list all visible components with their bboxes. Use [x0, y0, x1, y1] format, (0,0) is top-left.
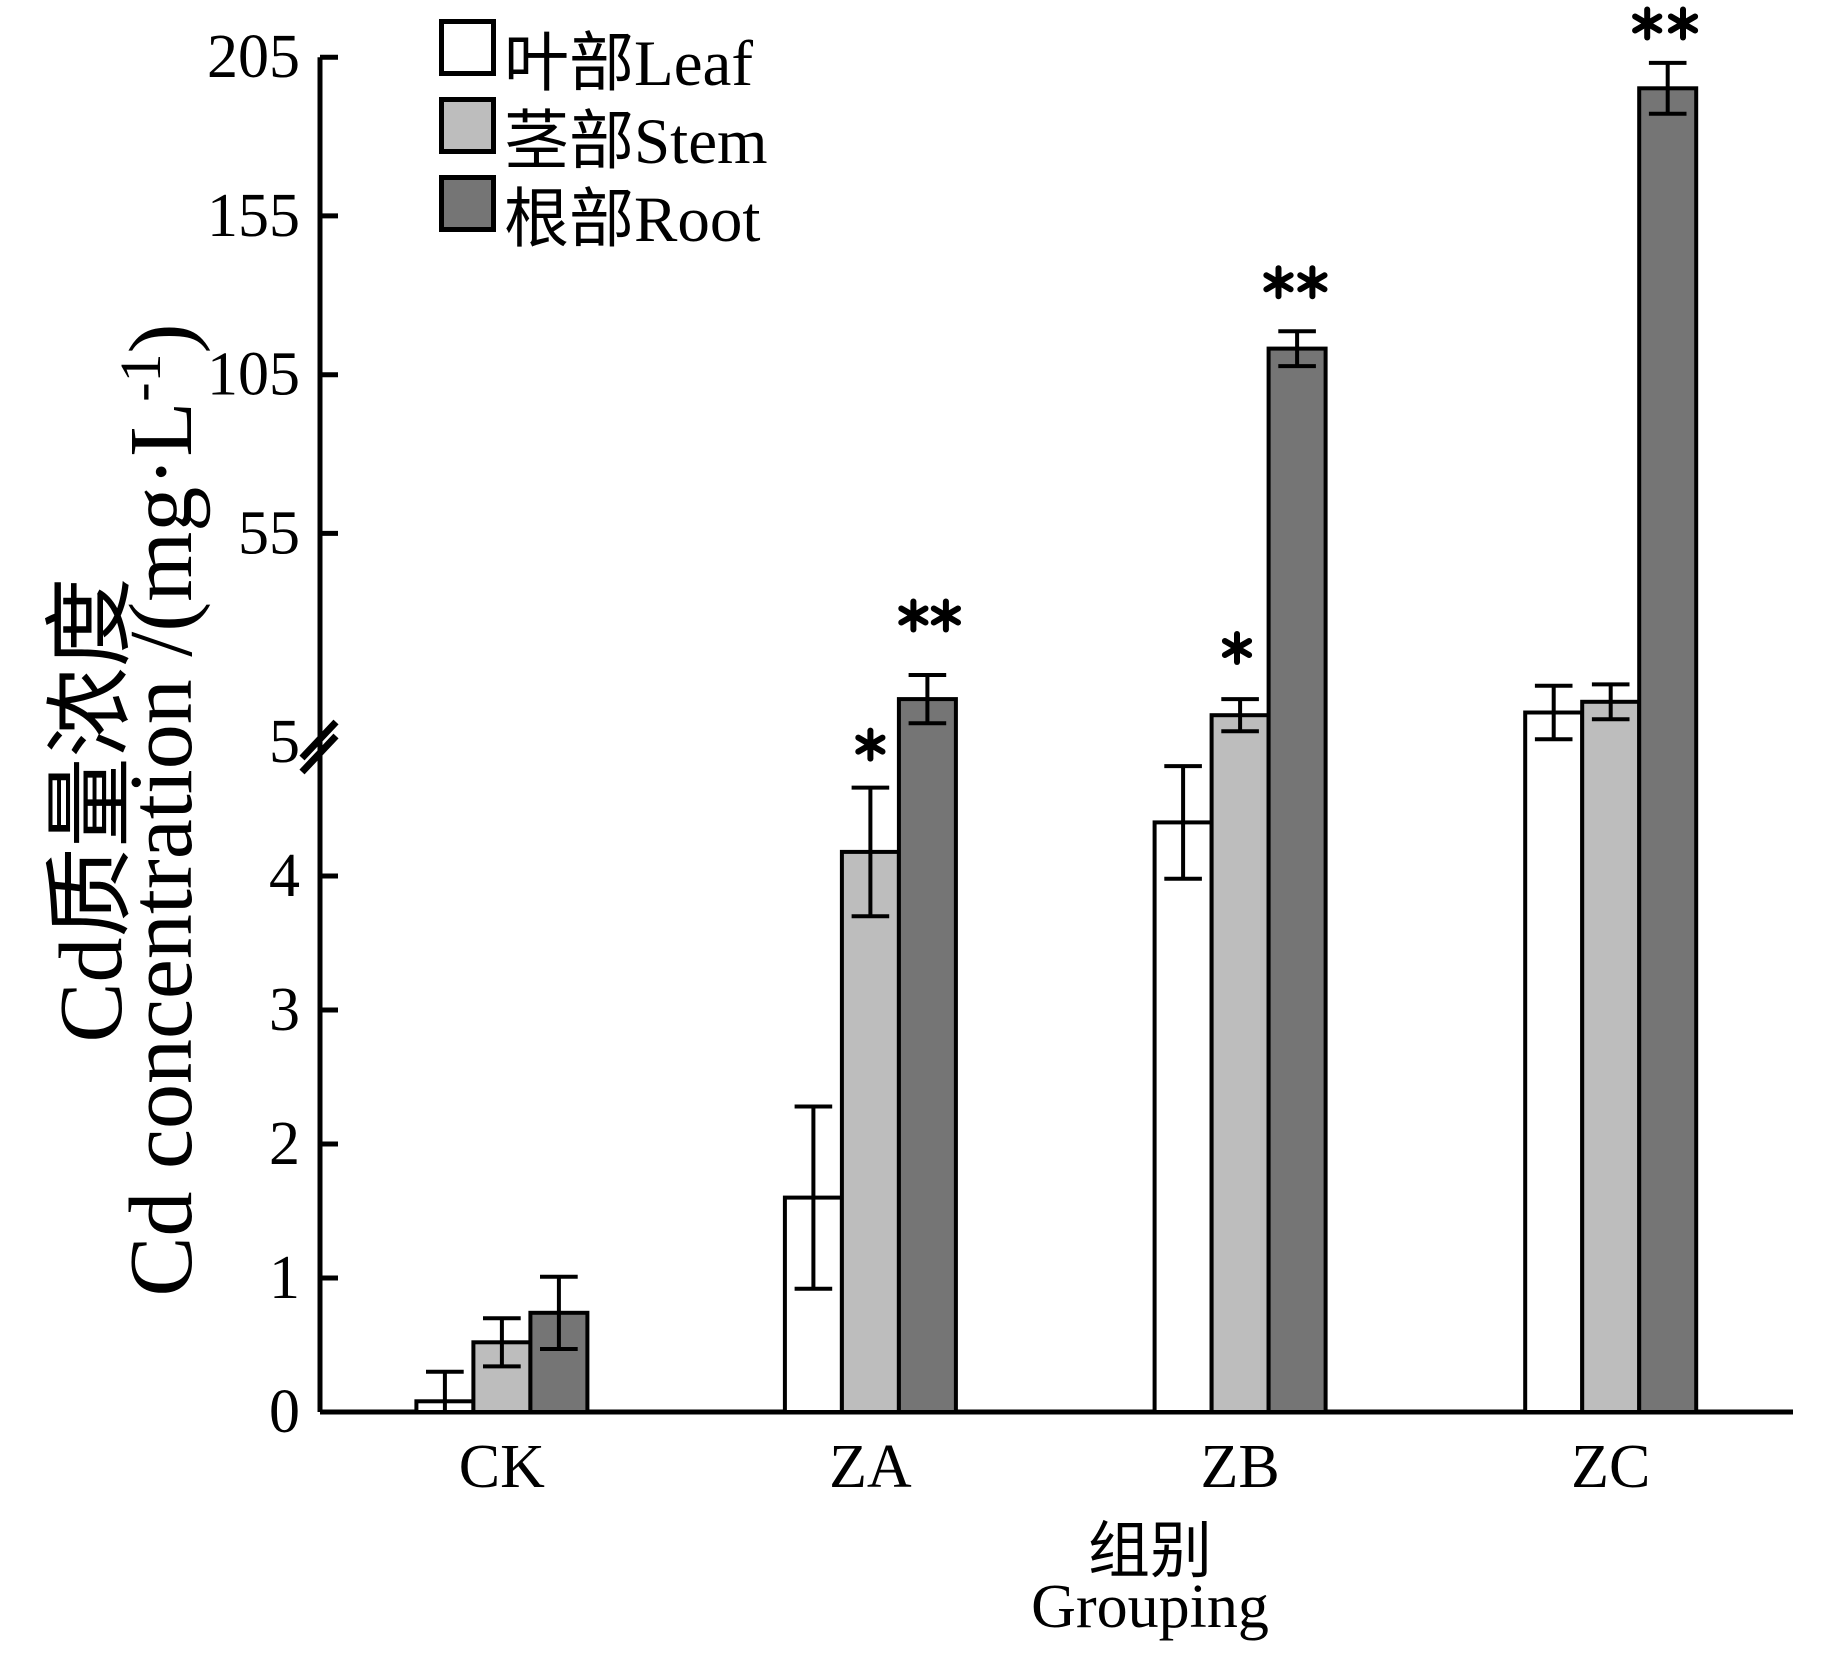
svg-text:205: 205: [207, 23, 300, 91]
svg-text:4: 4: [269, 842, 300, 910]
svg-text:155: 155: [207, 182, 300, 250]
svg-text:55: 55: [238, 499, 300, 567]
svg-text:5: 5: [269, 708, 300, 776]
svg-text:2: 2: [269, 1110, 300, 1178]
svg-text:3: 3: [269, 976, 300, 1044]
svg-text:0: 0: [269, 1378, 300, 1446]
svg-text:1: 1: [269, 1244, 300, 1312]
svg-text:105: 105: [207, 341, 300, 409]
